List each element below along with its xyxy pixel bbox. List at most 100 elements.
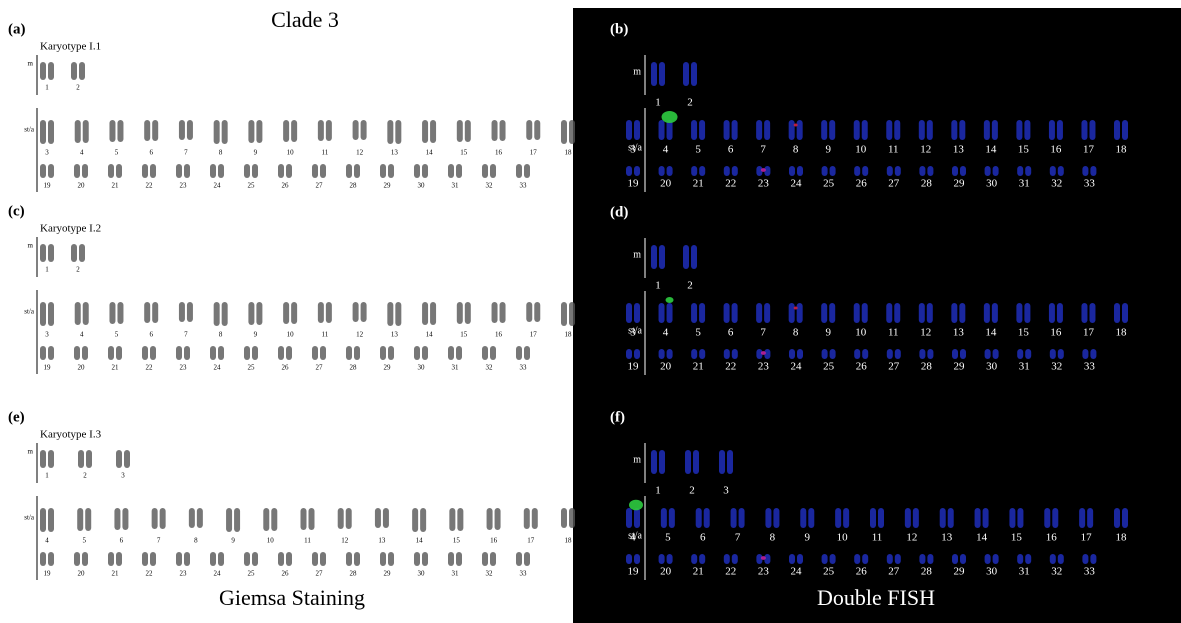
chromatid bbox=[862, 554, 869, 564]
chromatid bbox=[317, 302, 324, 323]
chromosome-number: 32 bbox=[1051, 361, 1062, 373]
chromosome-number: 15 bbox=[1011, 532, 1023, 544]
fish-signal bbox=[793, 123, 798, 127]
chromosome-number: 13 bbox=[941, 532, 953, 544]
chromatid bbox=[731, 166, 738, 176]
chromatid bbox=[210, 346, 216, 360]
chromosome-number: 15 bbox=[1018, 327, 1030, 339]
chromatid bbox=[150, 164, 156, 178]
chromatid bbox=[691, 349, 698, 359]
chromatid bbox=[960, 349, 966, 359]
chromatid bbox=[683, 62, 689, 86]
chromosome-number: 6 bbox=[149, 331, 153, 339]
chromatid bbox=[894, 166, 901, 176]
chromatid bbox=[213, 302, 220, 326]
chromosome-number: 6 bbox=[149, 149, 153, 157]
fish-signal bbox=[665, 297, 674, 303]
chromosome-number: 17 bbox=[530, 149, 538, 157]
chromatid bbox=[271, 508, 278, 531]
chromatid bbox=[490, 552, 496, 566]
chromatid bbox=[919, 166, 926, 176]
chromosome-number: 15 bbox=[460, 331, 468, 339]
chromatid bbox=[918, 120, 925, 140]
chromatid bbox=[756, 166, 763, 176]
chromatid bbox=[40, 508, 46, 532]
chromatid bbox=[523, 508, 530, 529]
chromosome-number: 19 bbox=[628, 566, 640, 578]
chromosome-number: 26 bbox=[282, 364, 290, 372]
chromosome-number: 23 bbox=[180, 182, 188, 190]
chromosome-number: 23 bbox=[758, 178, 770, 190]
chromatid bbox=[886, 554, 893, 564]
chromosome-number: 24 bbox=[214, 570, 222, 578]
chromatid bbox=[387, 302, 394, 326]
chromosome-number: 33 bbox=[1084, 178, 1096, 190]
chromatid bbox=[651, 450, 657, 474]
group-label: st/a bbox=[628, 142, 642, 153]
chromatid bbox=[448, 346, 454, 360]
chromosome-number: 2 bbox=[689, 485, 695, 497]
chromatid bbox=[48, 346, 54, 360]
chromatid bbox=[894, 120, 901, 140]
chromatid bbox=[252, 552, 258, 566]
chromatid bbox=[178, 302, 185, 322]
chromatid bbox=[184, 552, 190, 566]
chromatid bbox=[561, 120, 567, 144]
chromatid bbox=[482, 552, 488, 566]
chromatid bbox=[79, 244, 85, 262]
giemsa-caption: Giemsa Staining bbox=[219, 585, 365, 610]
chromatid bbox=[789, 166, 795, 176]
chromatid bbox=[48, 62, 54, 80]
chromatid bbox=[992, 554, 999, 564]
chromosome-number: 2 bbox=[83, 472, 87, 480]
chromatid bbox=[116, 450, 122, 468]
chromosome-number: 3 bbox=[723, 485, 729, 497]
chromosome-number: 24 bbox=[791, 178, 803, 190]
chromatid bbox=[626, 303, 632, 323]
chromatid bbox=[821, 120, 828, 140]
chromosome-number: 3 bbox=[630, 144, 636, 156]
chromatid bbox=[683, 245, 689, 269]
chromatid bbox=[691, 245, 697, 269]
chromatid bbox=[152, 302, 159, 323]
chromatid bbox=[634, 120, 640, 140]
chromatid bbox=[829, 120, 836, 140]
chromatid bbox=[151, 508, 158, 529]
chromatid bbox=[1048, 303, 1055, 323]
chromatid bbox=[1017, 349, 1024, 359]
chromatid bbox=[291, 302, 298, 324]
chromosome-number: 12 bbox=[906, 532, 917, 544]
chromosome-number: 18 bbox=[1116, 327, 1128, 339]
chromosome-number: 8 bbox=[770, 532, 776, 544]
chromatid bbox=[699, 554, 706, 564]
chromatid bbox=[124, 450, 130, 468]
chromosome-number: 12 bbox=[356, 149, 364, 157]
chromosome-number: 7 bbox=[735, 532, 741, 544]
chromosome-number: 4 bbox=[80, 331, 84, 339]
group-label: m bbox=[28, 60, 34, 68]
chromosome-number: 5 bbox=[115, 149, 119, 157]
chromatid bbox=[491, 120, 498, 141]
chromatid bbox=[651, 245, 657, 269]
chromosome-number: 14 bbox=[416, 537, 424, 545]
chromatid bbox=[886, 303, 893, 323]
chromatid bbox=[666, 349, 673, 359]
chromatid bbox=[108, 164, 114, 178]
chromosome-number: 11 bbox=[321, 149, 328, 157]
chromosome-number: 27 bbox=[888, 361, 900, 373]
chromosome-number: 1 bbox=[655, 97, 661, 109]
chromatid bbox=[764, 166, 771, 176]
chromosome-number: 17 bbox=[530, 331, 538, 339]
chromosome-number: 4 bbox=[663, 144, 669, 156]
chromatid bbox=[414, 346, 420, 360]
chromosome-number: 21 bbox=[693, 178, 704, 190]
chromosome-number: 31 bbox=[452, 364, 460, 372]
chromatid bbox=[659, 450, 665, 474]
chromatid bbox=[666, 166, 673, 176]
chromatid bbox=[346, 552, 352, 566]
chromatid bbox=[221, 120, 228, 144]
chromosome-number: 19 bbox=[628, 178, 640, 190]
chromatid bbox=[699, 349, 706, 359]
chromosome-number: 1 bbox=[45, 472, 49, 480]
chromosome-number: 25 bbox=[823, 566, 835, 578]
